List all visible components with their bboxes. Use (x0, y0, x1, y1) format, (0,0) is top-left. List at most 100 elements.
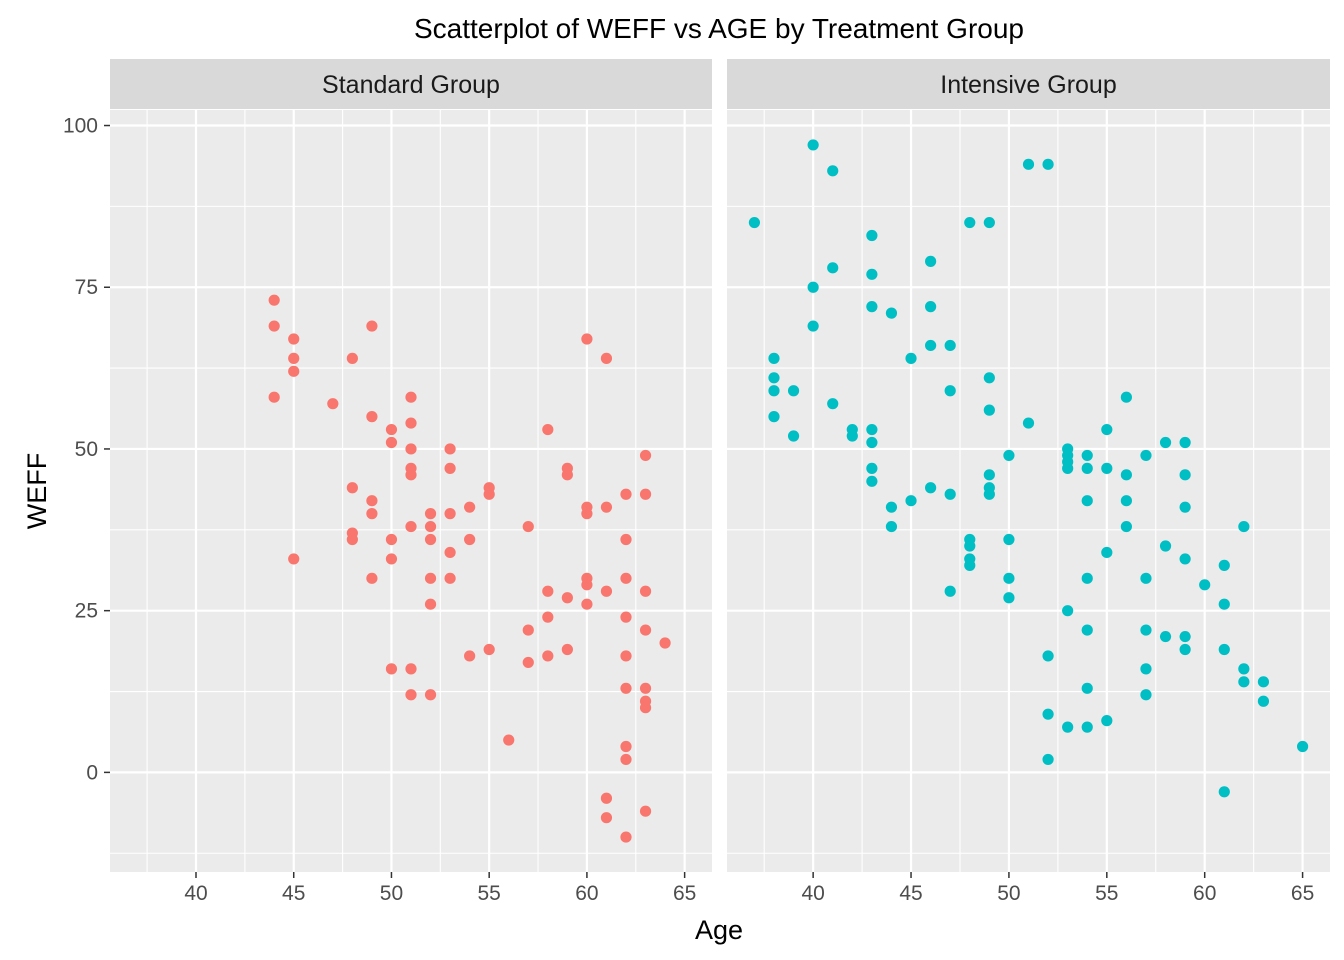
data-point (905, 495, 917, 507)
data-point (1238, 520, 1250, 533)
data-point (639, 682, 652, 694)
data-point (366, 572, 378, 584)
data-point (288, 365, 300, 377)
x-tick-label: 55 (478, 882, 501, 905)
x-tick-label: 60 (1193, 882, 1216, 905)
data-point (405, 520, 417, 533)
data-point (866, 475, 878, 487)
data-point (366, 411, 378, 423)
data-point (444, 443, 456, 455)
data-point (542, 585, 554, 597)
data-point (1003, 592, 1015, 604)
data-point (905, 352, 917, 364)
data-point (1218, 786, 1230, 798)
data-point (385, 423, 398, 436)
data-point (787, 430, 800, 442)
data-point (620, 533, 632, 546)
data-point (444, 572, 456, 584)
data-point (1042, 753, 1054, 766)
data-point (366, 495, 378, 507)
data-point (866, 436, 878, 449)
data-point (346, 482, 358, 494)
y-tick-label: 25 (75, 600, 98, 623)
data-point (807, 281, 819, 293)
data-point (1042, 158, 1054, 170)
data-point (1120, 469, 1132, 481)
data-point (424, 689, 437, 701)
grid (110, 110, 712, 872)
data-point (268, 294, 280, 306)
data-point (620, 740, 632, 753)
data-point (581, 579, 593, 591)
x-tick-label: 65 (1291, 882, 1314, 905)
data-point (600, 812, 613, 824)
data-point (1081, 682, 1093, 694)
data-point (464, 501, 476, 513)
data-point (503, 734, 515, 746)
data-point (405, 417, 417, 429)
data-point (964, 540, 976, 552)
data-point (483, 488, 495, 500)
data-point (1062, 721, 1074, 733)
data-point (444, 546, 456, 559)
data-point (1081, 721, 1093, 733)
data-point (405, 443, 417, 455)
data-point (464, 533, 476, 546)
x-tick-label: 40 (184, 882, 207, 905)
data-point (639, 702, 652, 714)
data-point (1042, 650, 1054, 662)
data-point (620, 488, 632, 500)
data-point (1022, 417, 1035, 429)
data-point (944, 488, 956, 500)
data-point (925, 482, 937, 494)
x-tick-label: 60 (575, 882, 598, 905)
data-point (581, 333, 593, 345)
data-point (1140, 689, 1152, 701)
x-tick-label: 50 (997, 882, 1020, 905)
data-point (405, 689, 417, 701)
data-point (522, 520, 534, 533)
data-point (1140, 663, 1152, 675)
x-tick-label: 50 (380, 882, 403, 905)
data-point (1003, 449, 1015, 462)
data-point (385, 436, 398, 449)
data-point (1081, 624, 1093, 636)
data-point (1179, 630, 1191, 643)
data-point (600, 352, 613, 364)
data-point (1179, 501, 1191, 513)
data-point (444, 462, 456, 474)
data-point (866, 301, 878, 313)
data-point (866, 268, 878, 280)
data-point (748, 216, 761, 229)
data-point (659, 637, 671, 649)
data-point (944, 385, 956, 397)
x-axis-title: Age (695, 915, 743, 945)
data-point (346, 533, 358, 546)
data-point (444, 508, 456, 520)
data-point (1003, 572, 1015, 584)
data-point (620, 682, 632, 694)
data-point (1159, 436, 1172, 449)
data-point (1022, 158, 1035, 170)
data-point (1120, 391, 1132, 403)
data-point (600, 792, 613, 804)
data-point (1140, 624, 1152, 636)
data-point (424, 520, 437, 533)
data-point (268, 391, 280, 403)
data-point (827, 262, 839, 274)
x-axis: 40 45 50 55 60 65 (801, 872, 1314, 905)
y-tick-label: 100 (63, 115, 98, 138)
data-point (925, 339, 937, 352)
x-tick-label: 45 (899, 882, 922, 905)
data-point (787, 385, 800, 397)
data-point (885, 307, 898, 319)
data-point (405, 391, 417, 403)
data-point (268, 320, 280, 332)
data-point (424, 508, 437, 520)
points (268, 294, 671, 843)
data-point (866, 229, 878, 242)
panel-background (727, 110, 1330, 872)
data-point (405, 469, 417, 481)
data-point (1081, 462, 1093, 474)
